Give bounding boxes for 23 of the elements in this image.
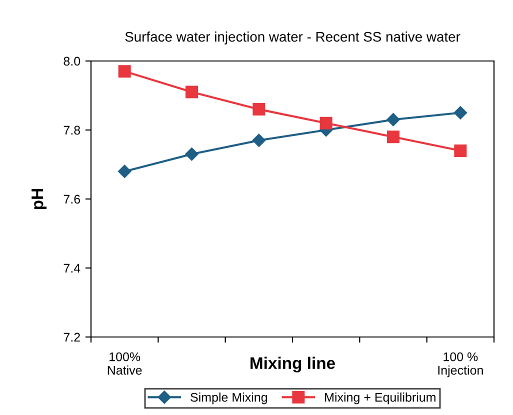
y-tick-label: 7.8 [64, 126, 80, 135]
point [454, 106, 468, 120]
y-tick-label: 7.2 [64, 332, 80, 342]
x-tick-label: 100 % Injection [438, 352, 483, 378]
point [387, 130, 400, 144]
y-tick-label: 8.0 [64, 56, 80, 66]
chart-title: Surface water injection water - Recent SS native water [125, 32, 460, 44]
x-tick-label: 100% Native [108, 352, 142, 375]
point [118, 65, 131, 78]
x-axis-title: Mixing line [250, 356, 335, 372]
point [386, 113, 400, 126]
point [320, 116, 332, 130]
point [186, 86, 198, 98]
point [454, 144, 467, 157]
point [185, 148, 198, 161]
point [118, 164, 132, 178]
y-tick-label: 7.6 [64, 194, 80, 204]
point [252, 103, 266, 116]
y-axis-title: pH [32, 189, 47, 210]
point [252, 134, 266, 147]
legend-label: Mixing + Equilibrium [325, 392, 436, 404]
legend-label: Simple Mixing [190, 392, 267, 404]
y-tick-label: 7.4 [64, 264, 80, 273]
